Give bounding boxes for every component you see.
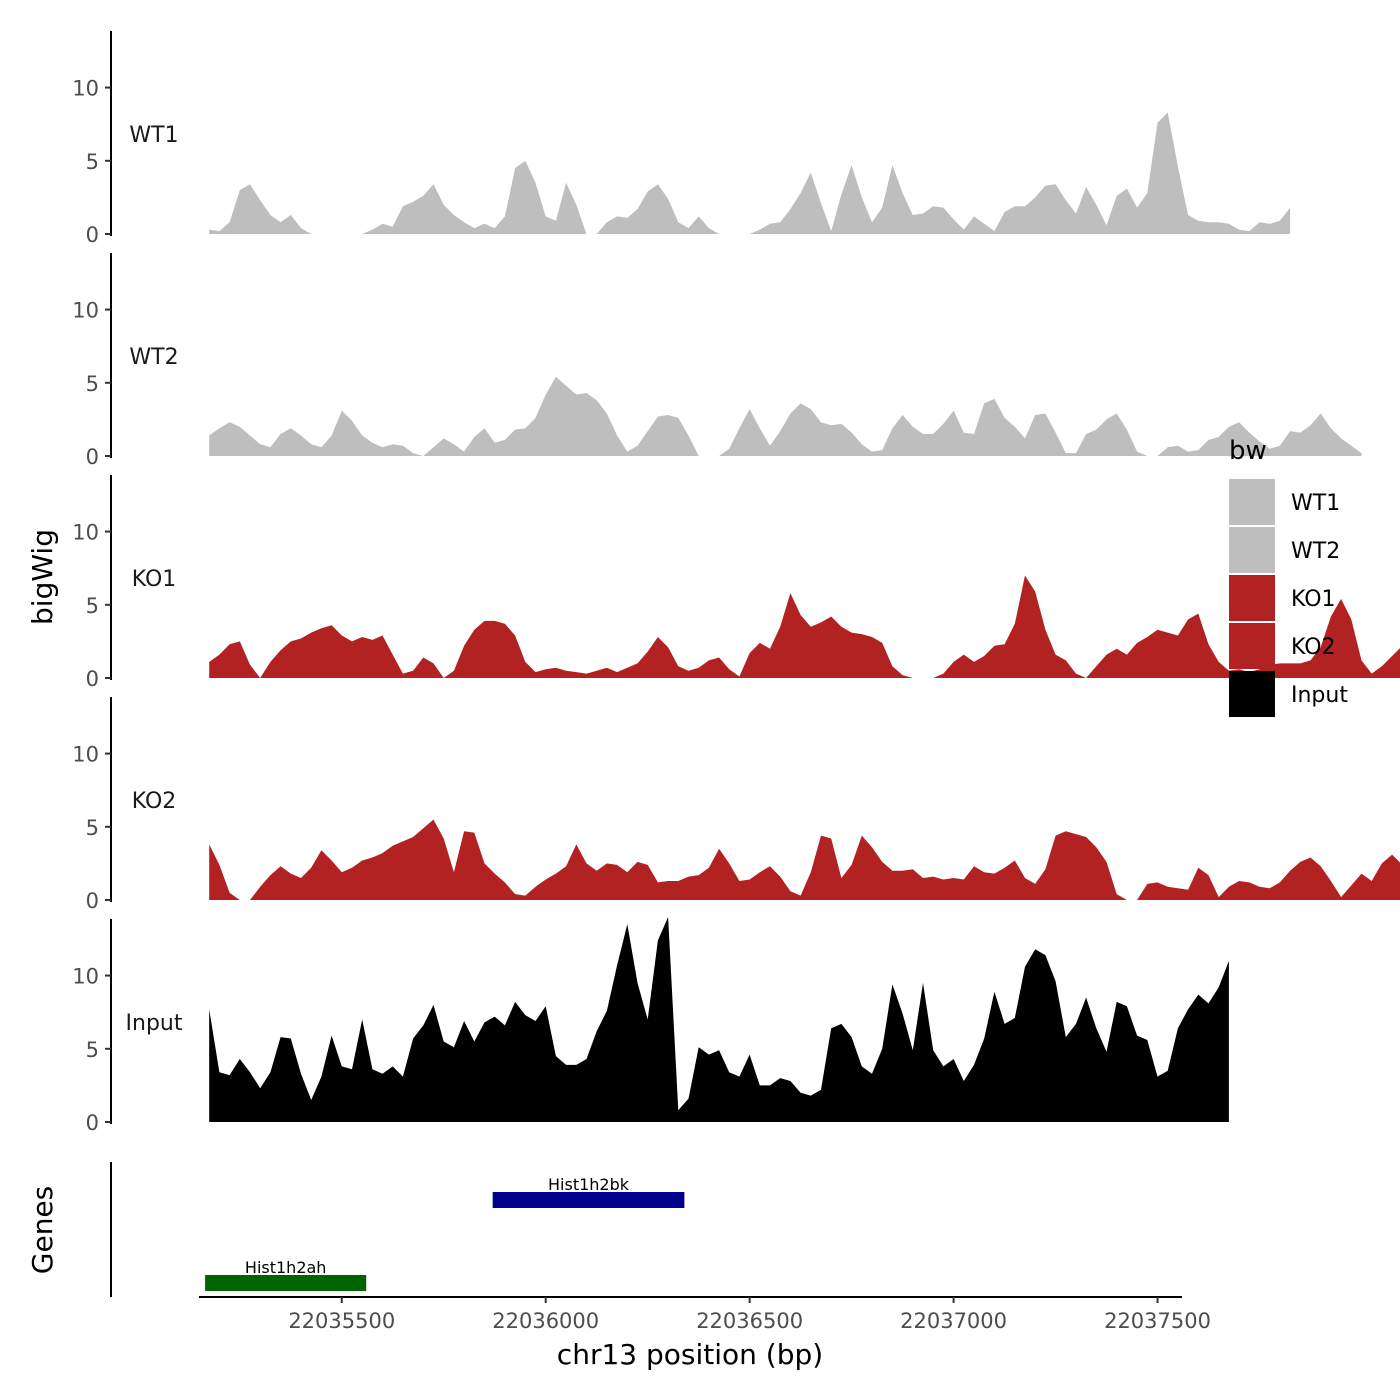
- y-tick-label: 5: [86, 816, 99, 840]
- y-tick-label: 5: [86, 372, 99, 396]
- y-tick-label: 5: [86, 150, 99, 174]
- genes-track: Genes Hist1h2bk Hist1h2ah: [26, 1162, 685, 1297]
- legend-key-ko1: [1229, 575, 1275, 621]
- gene-hist1h2ah: Hist1h2ah: [205, 1258, 367, 1291]
- genes-track-title: Genes: [26, 1186, 59, 1274]
- coverage-area-wt1: [209, 112, 1291, 234]
- y-tick-label: 5: [86, 1038, 99, 1062]
- y-tick-label: 0: [86, 223, 99, 247]
- y-tick-label: 10: [72, 77, 99, 101]
- track-label: Input: [126, 1011, 183, 1036]
- legend-label: WT2: [1291, 539, 1340, 564]
- x-axis: 22035500 22036000 22036500 22037000 22037500…: [199, 1296, 1211, 1371]
- track-label: WT1: [129, 123, 178, 148]
- legend: bw WT1 WT2 KO1 KO2 Input: [1229, 436, 1348, 717]
- legend-label: Input: [1291, 683, 1348, 708]
- strand-arrow-icon: [357, 1276, 366, 1290]
- x-tick-label: 22036500: [696, 1309, 803, 1333]
- track-label: WT2: [129, 345, 178, 370]
- y-tick-label: 5: [86, 594, 99, 618]
- legend-label: WT1: [1291, 491, 1340, 516]
- y-tick-label: 10: [72, 965, 99, 989]
- y-tick-label: 10: [72, 299, 99, 323]
- legend-label: KO1: [1291, 587, 1336, 612]
- track-panel-ko1: 0 5 10 KO1: [72, 475, 1400, 691]
- y-tick-label: 0: [86, 889, 99, 913]
- x-tick-label: 22037500: [1104, 1309, 1211, 1333]
- x-tick-label: 22036000: [492, 1309, 599, 1333]
- legend-key-ko2: [1229, 623, 1275, 669]
- legend-key-wt2: [1229, 527, 1275, 573]
- track-label: KO2: [132, 789, 177, 814]
- gene-body: [492, 1192, 685, 1208]
- x-tick-label: 22037000: [900, 1309, 1007, 1333]
- coverage-area-ko1: [209, 575, 1400, 678]
- strand-arrow-icon: [496, 1193, 506, 1207]
- bigwig-panels: 0 5 10 WT1 0 5 10 WT2 0 5 10 KO1 0 5 10 KO2 0 5 10 Input: [72, 31, 1400, 1135]
- coverage-area-wt2: [209, 376, 1362, 456]
- x-axis-title: chr13 position (bp): [557, 1338, 823, 1371]
- gene-label: Hist1h2ah: [245, 1258, 327, 1277]
- y-tick-label: 10: [72, 521, 99, 545]
- coverage-area-ko2: [209, 819, 1400, 900]
- y-tick-label: 10: [72, 743, 99, 767]
- legend-label: KO2: [1291, 635, 1336, 660]
- x-axis-ticks: 22035500 22036000 22036500 22037000 22037500: [288, 1297, 1211, 1333]
- y-axis-title: bigWig: [26, 529, 59, 625]
- gene-body: [205, 1275, 367, 1291]
- legend-title: bw: [1229, 436, 1267, 466]
- track-panel-wt1: 0 5 10 WT1: [72, 31, 1291, 247]
- gene-hist1h2bk: Hist1h2bk: [492, 1175, 685, 1208]
- legend-key-input: [1229, 671, 1275, 717]
- track-panel-input: 0 5 10 Input: [72, 917, 1229, 1135]
- y-tick-label: 0: [86, 1111, 99, 1135]
- legend-key-wt1: [1229, 479, 1275, 525]
- coverage-area-input: [209, 917, 1229, 1122]
- x-tick-label: 22035500: [288, 1309, 395, 1333]
- gene-features: Hist1h2bk Hist1h2ah: [205, 1175, 685, 1291]
- y-tick-label: 0: [86, 445, 99, 469]
- gene-label: Hist1h2bk: [548, 1175, 630, 1194]
- track-label: KO1: [132, 567, 177, 592]
- y-tick-label: 0: [86, 667, 99, 691]
- track-panel-ko2: 0 5 10 KO2: [72, 697, 1400, 913]
- track-panel-wt2: 0 5 10 WT2: [72, 253, 1362, 469]
